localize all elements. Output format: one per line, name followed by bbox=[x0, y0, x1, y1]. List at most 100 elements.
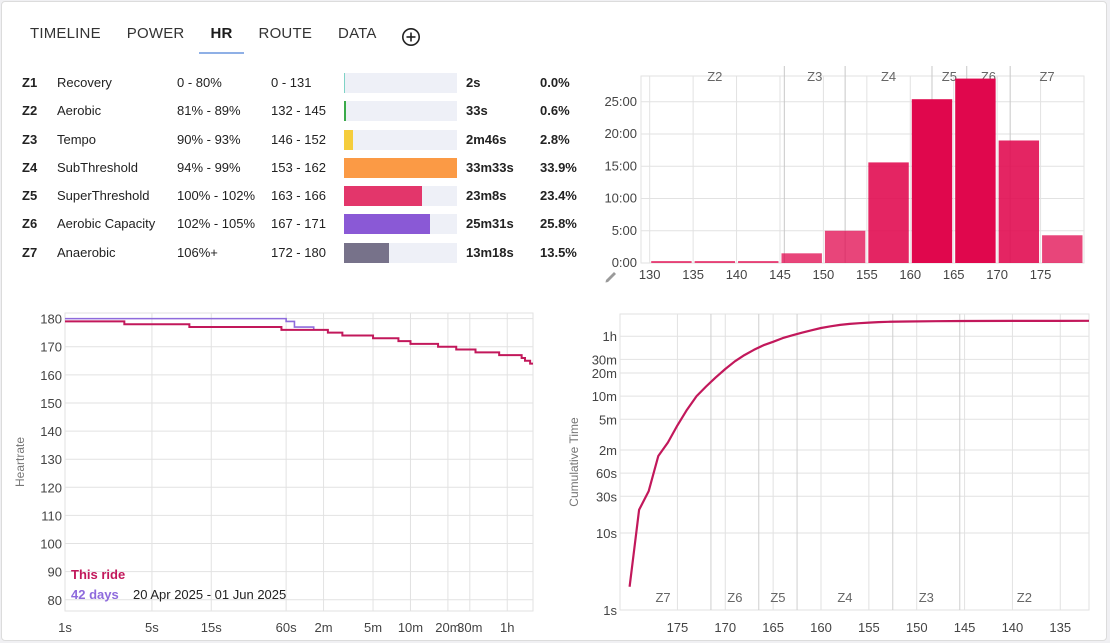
x-tick-label: 175 bbox=[1030, 267, 1052, 282]
y-tick-label: 5:00 bbox=[612, 223, 637, 238]
plot-area bbox=[64, 312, 534, 612]
y-tick-label: 160 bbox=[40, 368, 62, 383]
tab-timeline[interactable]: TIMELINE bbox=[30, 25, 101, 42]
zone-label: Z4 bbox=[837, 590, 852, 605]
histogram-bar bbox=[651, 261, 692, 263]
y-axis-label: Cumulative Time bbox=[567, 417, 581, 507]
x-tick-label: 155 bbox=[856, 267, 878, 282]
y-tick-label: 10:00 bbox=[604, 191, 637, 206]
y-tick-label: 130 bbox=[40, 452, 62, 467]
y-tick-label: 140 bbox=[40, 424, 62, 439]
x-tick-label: 165 bbox=[762, 620, 784, 635]
zone-label: Z6 bbox=[727, 590, 742, 605]
zone-id: Z6 bbox=[22, 216, 38, 232]
zone-time: 33s bbox=[466, 103, 488, 119]
hr-zone-table: Z1 Recovery 0 - 80% 0 - 131 2s 0.0% Z2 Aerobic 8… bbox=[22, 69, 582, 267]
x-tick-label: 175 bbox=[667, 620, 689, 635]
zone-id: Z7 bbox=[22, 244, 38, 260]
zone-share: 0.0% bbox=[540, 75, 570, 90]
x-tick-label: 150 bbox=[906, 620, 928, 635]
zone-percent-range: 94% - 99% bbox=[177, 159, 241, 175]
y-tick-label: 30s bbox=[596, 489, 617, 504]
x-tick-label: 130 bbox=[639, 267, 661, 282]
y-tick-label: 60s bbox=[596, 466, 617, 481]
zone-name: Anaerobic bbox=[57, 244, 116, 260]
zone-time: 33m33s bbox=[466, 159, 514, 175]
y-tick-label: 10s bbox=[596, 526, 617, 541]
add-tab-icon[interactable] bbox=[401, 27, 421, 47]
zone-row-z3: Z3 Tempo 90% - 93% 146 - 152 2m46s 2.8% bbox=[22, 126, 582, 154]
zone-label: Z5 bbox=[770, 590, 785, 605]
zone-time: 25m31s bbox=[466, 216, 514, 232]
zone-row-z2: Z2 Aerobic 81% - 89% 132 - 145 33s 0.6% bbox=[22, 97, 582, 125]
y-tick-label: 180 bbox=[40, 312, 62, 327]
zone-time-bar bbox=[344, 242, 457, 263]
tab-power[interactable]: POWER bbox=[126, 25, 185, 42]
zone-name: SubThreshold bbox=[57, 159, 138, 175]
zone-id: Z2 bbox=[22, 103, 38, 119]
zone-time-bar bbox=[344, 186, 457, 207]
tab-hr[interactable]: HR bbox=[199, 20, 244, 54]
zone-time-bar bbox=[344, 157, 457, 178]
histogram-bar bbox=[781, 253, 822, 263]
x-tick-label: 160 bbox=[899, 267, 921, 282]
hr-histogram-chart: 0:00 5:00 10:00 15:00 20:00 25:00 130 135 140 145… bbox=[604, 66, 1085, 283]
zone-id: Z5 bbox=[22, 188, 38, 204]
tab-bar: TIMELINE POWER HR ROUTE DATA bbox=[30, 20, 421, 54]
y-tick-label: 90 bbox=[48, 565, 62, 580]
zone-bpm-range: 172 - 180 bbox=[271, 244, 326, 260]
zone-share: 23.4% bbox=[540, 188, 577, 204]
cumulative-time-line bbox=[628, 319, 1090, 587]
x-tick-label: 5m bbox=[364, 620, 382, 635]
x-tick-label: 165 bbox=[943, 267, 965, 282]
zone-bpm-range: 0 - 131 bbox=[271, 75, 312, 90]
this-ride-line bbox=[65, 320, 533, 365]
zone-label: Z7 bbox=[655, 590, 670, 605]
zone-percent-range: 100% - 102% bbox=[177, 188, 256, 204]
zone-share: 25.8% bbox=[540, 216, 577, 232]
zone-bpm-range: 153 - 162 bbox=[271, 159, 326, 175]
y-tick-label: 10m bbox=[592, 389, 617, 404]
edit-pencil-icon[interactable] bbox=[605, 272, 617, 283]
x-tick-label: 30m bbox=[457, 620, 482, 635]
x-tick-label: 145 bbox=[769, 267, 791, 282]
zone-share: 33.9% bbox=[540, 159, 577, 175]
histogram-bar bbox=[868, 162, 909, 263]
zone-name: Tempo bbox=[57, 131, 97, 147]
x-tick-label: 2m bbox=[315, 620, 333, 635]
legend-compare-label: 42 days bbox=[71, 587, 119, 602]
x-tick-label: 140 bbox=[726, 267, 748, 282]
zone-time-bar-fill bbox=[344, 101, 346, 122]
y-tick-label: 80 bbox=[48, 593, 62, 608]
y-tick-label: 0:00 bbox=[612, 255, 637, 270]
zone-time: 2m46s bbox=[466, 131, 507, 147]
zone-row-z7: Z7 Anaerobic 106%+ 172 - 180 13m18s 13.5% bbox=[22, 239, 582, 267]
zone-percent-range: 90% - 93% bbox=[177, 131, 241, 147]
histogram-bar bbox=[911, 99, 953, 263]
zone-name: SuperThreshold bbox=[57, 188, 150, 204]
tab-data[interactable]: DATA bbox=[338, 25, 377, 42]
zone-share: 2.8% bbox=[540, 131, 570, 147]
hr-duration-curve-chart: 80 90 100 110 120 130 140 150 160 170 180 1s 5s 15s 60… bbox=[13, 312, 534, 635]
zone-share: 0.6% bbox=[540, 103, 570, 119]
tab-route[interactable]: ROUTE bbox=[258, 25, 313, 42]
zone-id: Z4 bbox=[22, 159, 38, 175]
zone-time-bar bbox=[344, 214, 457, 235]
zone-bpm-range: 132 - 145 bbox=[271, 103, 326, 119]
zone-name: Aerobic Capacity bbox=[57, 216, 156, 232]
histogram-bar bbox=[694, 261, 736, 263]
y-tick-label: 150 bbox=[40, 396, 62, 411]
zone-label: Z3 bbox=[807, 69, 822, 84]
zone-time-bar bbox=[344, 129, 457, 150]
zone-row-z4: Z4 SubThreshold 94% - 99% 153 - 162 33m33s 33… bbox=[22, 154, 582, 182]
zone-label: Z4 bbox=[881, 69, 896, 84]
y-tick-label: 100 bbox=[40, 537, 62, 552]
y-tick-label: 110 bbox=[41, 508, 62, 523]
zone-time-bar bbox=[344, 73, 457, 93]
y-tick-label: 5m bbox=[599, 412, 617, 427]
zone-bpm-range: 163 - 166 bbox=[271, 188, 326, 204]
x-tick-label: 155 bbox=[858, 620, 880, 635]
histogram-bar bbox=[1042, 235, 1083, 263]
y-tick-label: 120 bbox=[40, 480, 62, 495]
